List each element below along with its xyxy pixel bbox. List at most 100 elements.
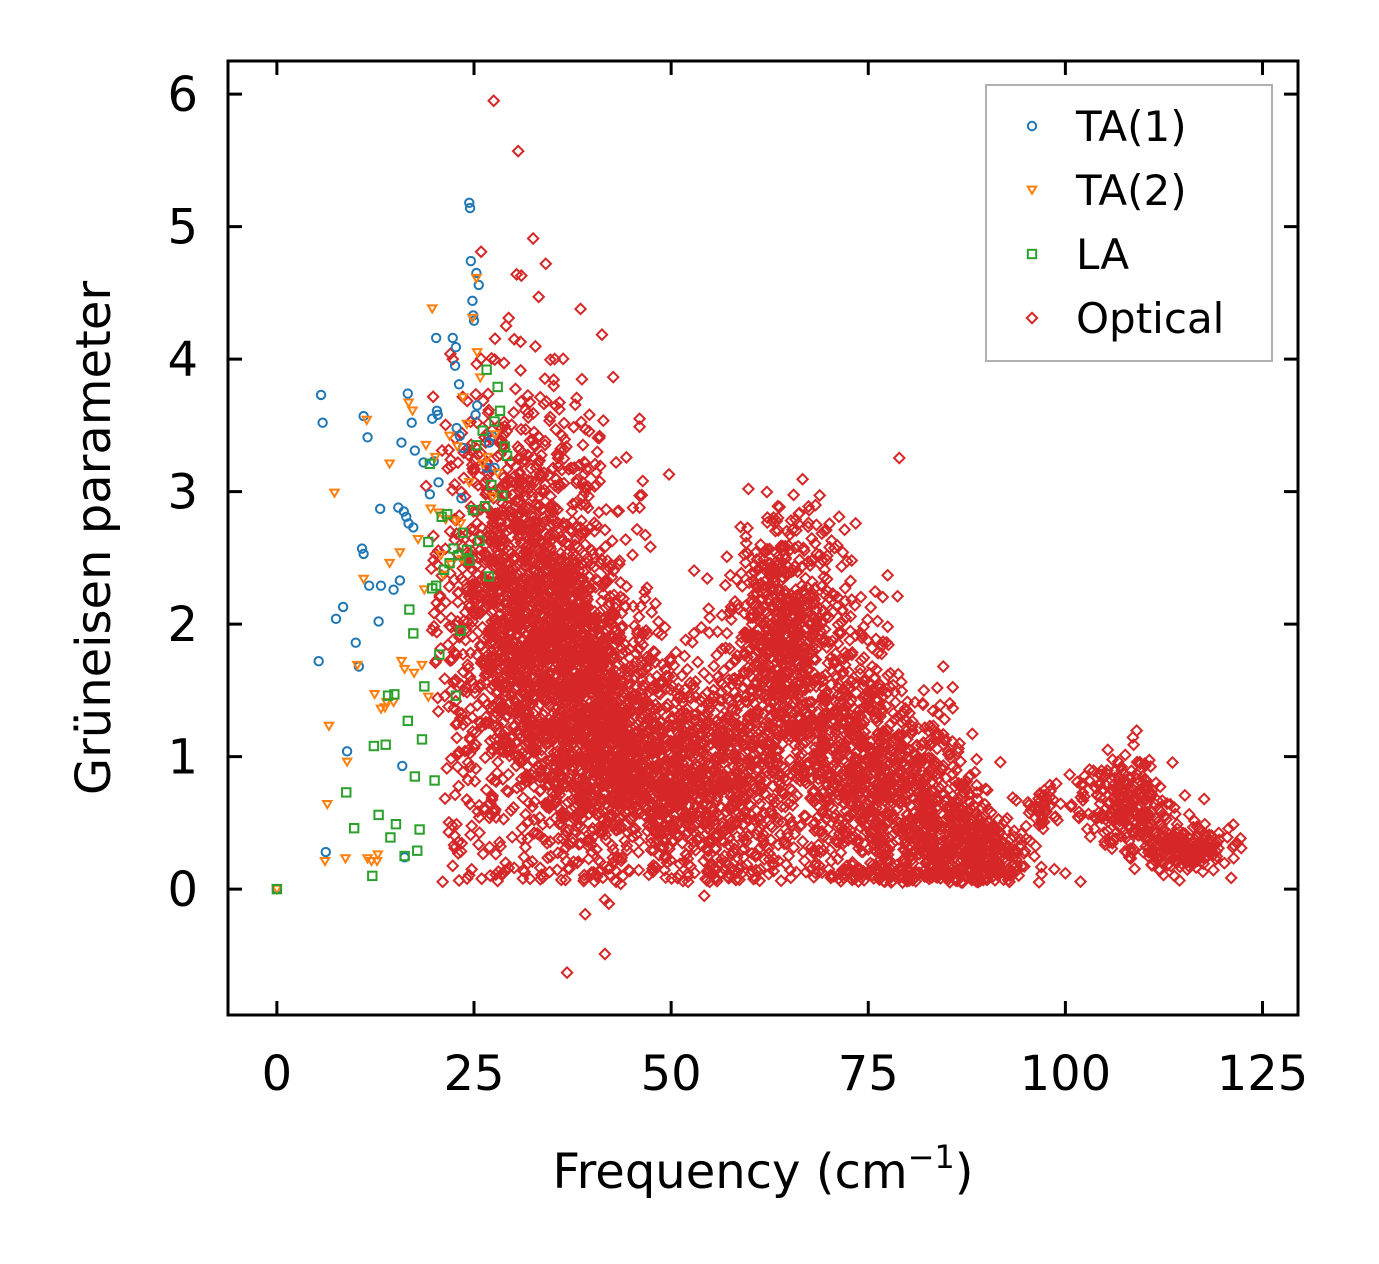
optical-point bbox=[536, 817, 550, 832]
optical-point bbox=[585, 543, 599, 558]
optical-point bbox=[488, 581, 503, 595]
optical-point bbox=[686, 809, 701, 823]
optical-point bbox=[501, 589, 515, 603]
optical-point bbox=[619, 644, 633, 659]
optical-point bbox=[709, 842, 723, 857]
optical-point bbox=[503, 522, 517, 536]
optical-point bbox=[599, 623, 613, 637]
optical-point bbox=[644, 843, 658, 857]
optical-point bbox=[730, 850, 744, 864]
optical-point bbox=[555, 519, 570, 533]
optical-point bbox=[580, 834, 594, 848]
optical-point bbox=[753, 862, 768, 876]
optical-point bbox=[602, 691, 617, 705]
optical-point bbox=[554, 873, 568, 887]
optical-point bbox=[774, 874, 788, 888]
optical-point bbox=[466, 629, 480, 644]
optical-point bbox=[562, 571, 576, 585]
optical-point bbox=[564, 522, 578, 536]
optical-point bbox=[559, 606, 573, 620]
optical-point bbox=[527, 713, 541, 728]
optical-point bbox=[591, 727, 605, 742]
optical-point bbox=[683, 745, 697, 759]
optical-point bbox=[551, 662, 566, 677]
optical-point bbox=[638, 591, 652, 606]
optical-point bbox=[627, 821, 641, 835]
optical-point bbox=[577, 874, 591, 888]
optical-point bbox=[527, 579, 541, 593]
optical-point bbox=[558, 695, 573, 709]
optical-point bbox=[668, 762, 682, 776]
optical-point bbox=[583, 651, 597, 665]
optical-point bbox=[584, 581, 598, 596]
optical-point bbox=[752, 813, 767, 827]
optical-point bbox=[571, 681, 585, 695]
optical-point bbox=[589, 640, 603, 654]
optical-point bbox=[713, 674, 727, 689]
optical-point bbox=[693, 786, 707, 800]
optical-point bbox=[577, 751, 591, 765]
optical-point bbox=[496, 745, 511, 759]
optical-point bbox=[539, 394, 554, 409]
optical-point bbox=[640, 802, 654, 816]
optical-point bbox=[665, 819, 679, 834]
optical-point bbox=[595, 327, 609, 342]
optical-point bbox=[546, 505, 560, 519]
optical-point bbox=[485, 742, 499, 756]
optical-point bbox=[504, 803, 518, 818]
optical-point bbox=[707, 829, 721, 843]
optical-point bbox=[446, 859, 460, 873]
optical-point bbox=[589, 666, 603, 681]
optical-point bbox=[619, 533, 633, 547]
optical-point bbox=[500, 603, 514, 617]
optical-point bbox=[558, 841, 573, 855]
optical-point bbox=[616, 592, 631, 606]
optical-point bbox=[563, 724, 577, 738]
optical-point bbox=[645, 605, 659, 619]
optical-point bbox=[526, 433, 540, 447]
optical-point bbox=[717, 664, 731, 678]
optical-point bbox=[707, 753, 721, 767]
optical-point bbox=[584, 557, 598, 572]
optical-point bbox=[562, 862, 577, 876]
optical-point bbox=[612, 557, 626, 571]
optical-point bbox=[731, 779, 745, 793]
optical-point bbox=[592, 864, 606, 879]
optical-point bbox=[586, 772, 600, 786]
optical-point bbox=[574, 415, 588, 429]
optical-point bbox=[715, 751, 729, 765]
optical-point bbox=[771, 815, 785, 829]
optical-point bbox=[532, 645, 546, 660]
optical-point bbox=[667, 756, 681, 770]
optical-point bbox=[606, 765, 621, 779]
optical-point bbox=[584, 737, 599, 752]
optical-point bbox=[582, 424, 596, 438]
optical-point bbox=[676, 723, 690, 737]
optical-point bbox=[709, 871, 724, 886]
optical-point bbox=[577, 480, 591, 495]
optical-point bbox=[607, 606, 621, 620]
optical-point bbox=[594, 594, 609, 608]
optical-point bbox=[682, 779, 696, 793]
optical-point bbox=[508, 522, 522, 536]
optical-point bbox=[523, 540, 538, 554]
optical-point bbox=[549, 472, 563, 486]
optical-point bbox=[490, 548, 504, 562]
optical-point bbox=[541, 651, 556, 665]
optical-point bbox=[672, 689, 686, 703]
optical-point bbox=[732, 673, 746, 687]
optical-point bbox=[534, 618, 548, 632]
optical-point bbox=[597, 708, 612, 722]
optical-point bbox=[554, 816, 568, 830]
optical-point bbox=[738, 792, 752, 806]
optical-point bbox=[606, 631, 620, 645]
optical-point bbox=[500, 573, 514, 587]
optical-point bbox=[508, 663, 522, 678]
optical-point bbox=[680, 756, 694, 770]
optical-point bbox=[589, 466, 603, 480]
optical-point bbox=[547, 528, 562, 542]
optical-point bbox=[640, 740, 654, 754]
optical-point bbox=[461, 755, 475, 770]
optical-point bbox=[487, 619, 501, 633]
optical-point bbox=[613, 692, 627, 706]
